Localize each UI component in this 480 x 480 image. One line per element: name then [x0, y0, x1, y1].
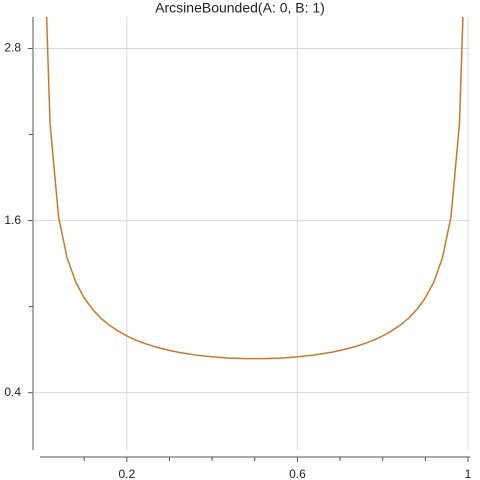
x-tick-label: 0.2 — [118, 467, 135, 480]
x-tick-label: 1 — [465, 467, 472, 480]
y-tick-label: 0.4 — [4, 385, 21, 399]
chart-title: ArcsineBounded(A: 0, B: 1) — [155, 0, 325, 16]
y-tick-label: 1.6 — [4, 213, 21, 227]
x-tick-label: 0.6 — [289, 467, 306, 480]
data-line — [45, 17, 464, 360]
y-tick-label: 2.8 — [4, 41, 21, 55]
